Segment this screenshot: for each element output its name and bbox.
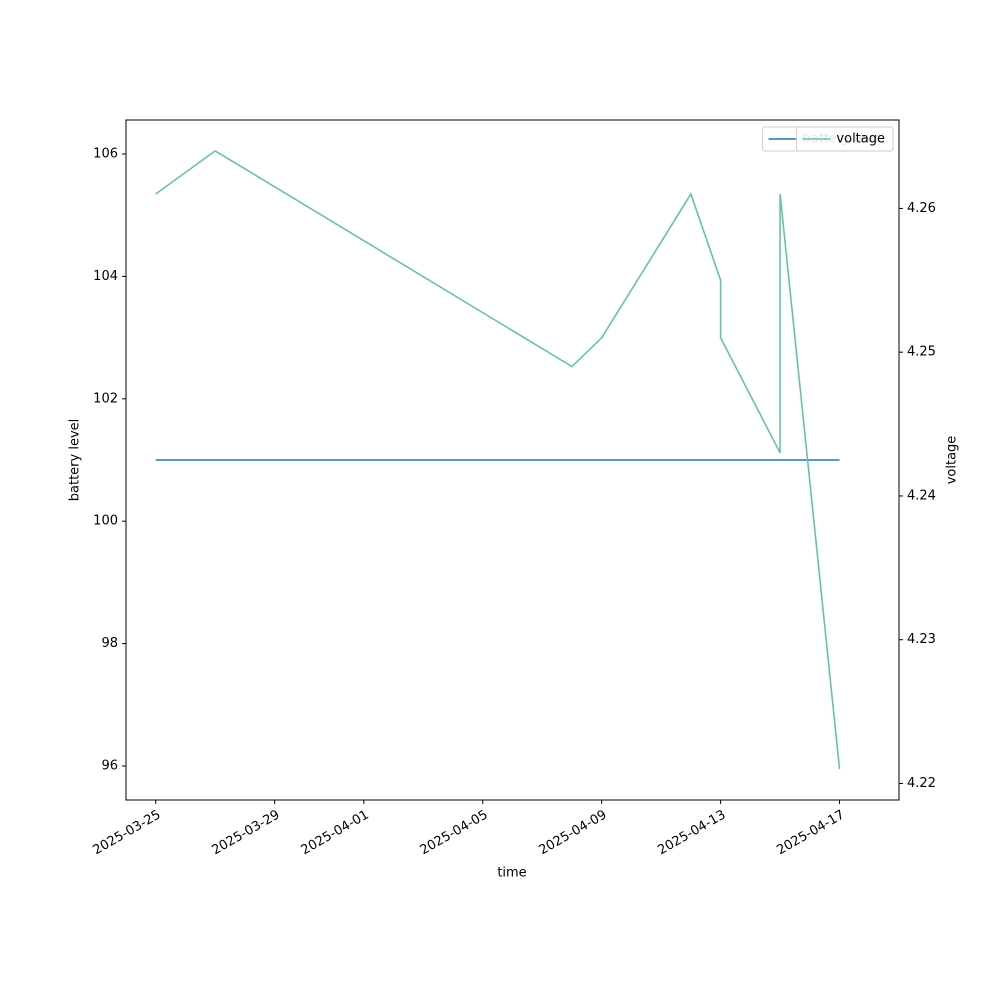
x-tick-label: 2025-04-05 [418,808,491,859]
x-tick-label: 2025-04-17 [774,808,847,859]
x-axis-label: time [497,866,526,881]
y2-tick-label: 4.24 [907,488,936,503]
plot-frame [125,119,900,801]
x-tick-label: 2025-04-01 [299,808,372,859]
y-tick-label: 106 [93,146,118,161]
y-axis-label: battery level [68,419,83,502]
y2-axis-label: voltage [945,436,960,485]
data-line [155,149,841,770]
y-tick-label: 96 [101,759,118,774]
legend: voltage [795,126,894,152]
x-tick-label: 2025-04-13 [655,808,728,859]
legend-box [795,126,894,152]
y2-tick-label: 4.23 [907,632,936,647]
y-tick-label: 98 [101,636,118,651]
y2-tick-label: 4.26 [907,201,936,216]
legend-label: voltage [836,132,885,147]
y2-tick-label: 4.22 [907,776,936,791]
y2-tick-label: 4.25 [907,345,936,360]
x-tick-label: 2025-03-29 [209,808,282,859]
x-tick-label: 2025-04-09 [537,808,610,859]
y-tick-label: 104 [93,269,118,284]
y-tick-label: 102 [93,391,118,406]
x-tick-label: 2025-03-25 [91,808,164,859]
y-tick-label: 100 [93,514,118,529]
